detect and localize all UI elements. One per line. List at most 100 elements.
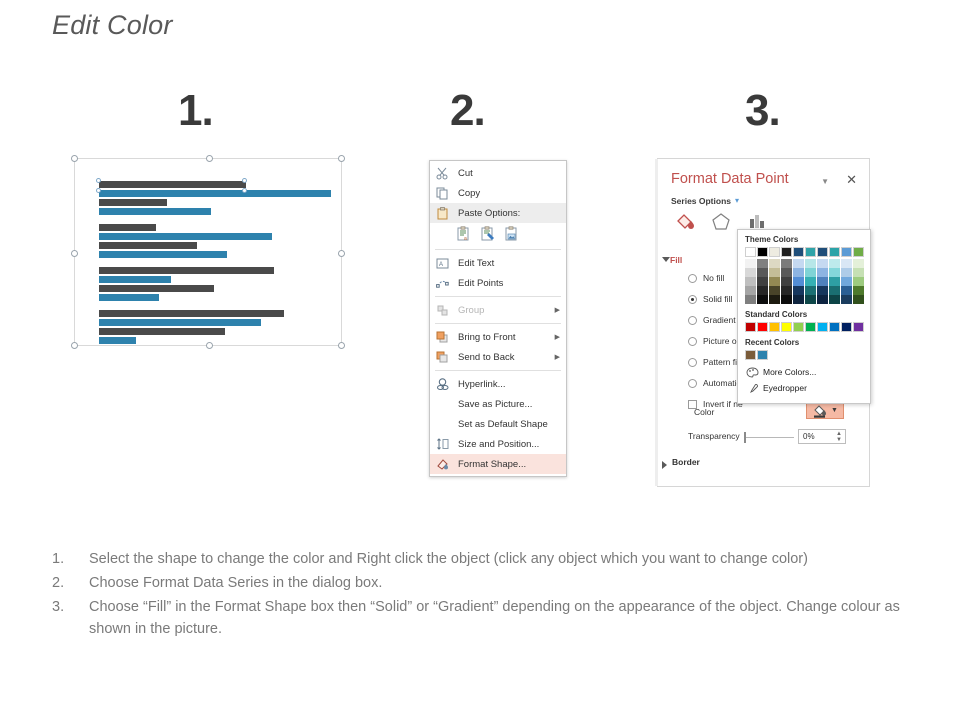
theme-color-swatch[interactable] bbox=[745, 268, 756, 277]
chart-bar[interactable] bbox=[99, 285, 214, 292]
theme-color-swatch[interactable] bbox=[805, 277, 816, 286]
bar-group[interactable] bbox=[99, 310, 335, 344]
theme-color-swatch[interactable] bbox=[745, 247, 756, 257]
standard-color-swatch[interactable] bbox=[829, 322, 840, 332]
fill-option-pattern-fill[interactable]: Pattern fill bbox=[688, 357, 741, 367]
fill-option-no-fill[interactable]: No fill bbox=[688, 273, 724, 283]
context-menu-item-paste-options[interactable]: Paste Options: bbox=[430, 203, 566, 223]
resize-handle-top-left[interactable] bbox=[71, 155, 78, 162]
theme-color-swatch[interactable] bbox=[781, 286, 792, 295]
context-menu-item-cut[interactable]: Cut bbox=[430, 163, 566, 183]
fill-color-button[interactable]: ▼ bbox=[806, 402, 844, 419]
theme-color-swatch[interactable] bbox=[829, 277, 840, 286]
theme-color-column[interactable] bbox=[817, 247, 828, 304]
theme-color-swatch[interactable] bbox=[829, 247, 840, 257]
theme-color-swatch[interactable] bbox=[841, 247, 852, 257]
theme-color-swatch[interactable] bbox=[769, 247, 780, 257]
standard-color-swatch[interactable] bbox=[853, 322, 864, 332]
resize-handle-bottom-left[interactable] bbox=[71, 342, 78, 349]
theme-color-swatch[interactable] bbox=[781, 268, 792, 277]
theme-color-swatch[interactable] bbox=[853, 286, 864, 295]
chart-bar[interactable] bbox=[99, 208, 211, 215]
standard-colors-row[interactable] bbox=[738, 322, 870, 332]
theme-color-swatch[interactable] bbox=[853, 259, 864, 268]
theme-color-swatch[interactable] bbox=[757, 259, 768, 268]
theme-color-swatch[interactable] bbox=[853, 277, 864, 286]
theme-color-swatch[interactable] bbox=[817, 268, 828, 277]
context-menu-item-save-as-picture[interactable]: Save as Picture... bbox=[430, 394, 566, 414]
context-menu-item-edit-text[interactable]: A Edit Text bbox=[430, 253, 566, 273]
fill-option-gradient-fi[interactable]: Gradient fi bbox=[688, 315, 742, 325]
data-point-handle[interactable] bbox=[242, 188, 247, 193]
theme-colors-grid[interactable] bbox=[738, 247, 870, 304]
theme-color-swatch[interactable] bbox=[853, 295, 864, 304]
bar-group[interactable] bbox=[99, 224, 335, 258]
data-point-handle[interactable] bbox=[96, 188, 101, 193]
context-menu-item-hyperlink[interactable]: Hyperlink... bbox=[430, 374, 566, 394]
chart-bar[interactable] bbox=[99, 224, 156, 231]
theme-color-swatch[interactable] bbox=[745, 286, 756, 295]
spinner-arrows-icon[interactable]: ▲ ▼ bbox=[836, 431, 842, 443]
standard-color-swatch[interactable] bbox=[841, 322, 852, 332]
chart-bar[interactable] bbox=[99, 190, 331, 197]
context-menu-item-send-to-back[interactable]: Send to Back ▶ bbox=[430, 347, 566, 367]
theme-color-swatch[interactable] bbox=[757, 247, 768, 257]
theme-color-swatch[interactable] bbox=[805, 247, 816, 257]
radio-button[interactable] bbox=[688, 357, 697, 367]
fill-option-automatic[interactable]: Automatic bbox=[688, 378, 741, 388]
context-menu-item-size-and-position[interactable]: Size and Position... bbox=[430, 434, 566, 454]
data-point-handle[interactable] bbox=[242, 178, 247, 183]
theme-color-column[interactable] bbox=[769, 247, 780, 304]
radio-button[interactable] bbox=[688, 378, 697, 388]
selected-chart-object[interactable] bbox=[71, 155, 345, 349]
resize-handle-bottom-center[interactable] bbox=[206, 342, 213, 349]
theme-color-swatch[interactable] bbox=[817, 277, 828, 286]
checkbox[interactable] bbox=[688, 399, 697, 409]
theme-color-swatch[interactable] bbox=[793, 295, 804, 304]
collapse-triangle-icon[interactable] bbox=[662, 257, 670, 262]
theme-color-swatch[interactable] bbox=[853, 247, 864, 257]
resize-handle-top-center[interactable] bbox=[206, 155, 213, 162]
chart-bar[interactable] bbox=[99, 294, 159, 301]
theme-color-swatch[interactable] bbox=[769, 286, 780, 295]
transparency-slider-track[interactable] bbox=[746, 437, 794, 438]
format-pane-tool-icons[interactable] bbox=[674, 211, 768, 231]
theme-color-swatch[interactable] bbox=[829, 286, 840, 295]
paste-keep-formatting-icon[interactable] bbox=[480, 226, 496, 242]
theme-color-column[interactable] bbox=[829, 247, 840, 304]
series-chart-icon[interactable] bbox=[746, 211, 768, 231]
theme-color-swatch[interactable] bbox=[841, 277, 852, 286]
radio-button[interactable] bbox=[688, 315, 697, 325]
data-point-handle[interactable] bbox=[96, 178, 101, 183]
theme-color-swatch[interactable] bbox=[793, 286, 804, 295]
theme-color-swatch[interactable] bbox=[757, 268, 768, 277]
theme-color-swatch[interactable] bbox=[745, 277, 756, 286]
theme-color-swatch[interactable] bbox=[793, 277, 804, 286]
effects-pentagon-icon[interactable] bbox=[710, 211, 732, 231]
chart-bar[interactable] bbox=[99, 199, 167, 206]
right-click-context-menu[interactable]: Cut Copy Paste Options: a A Edit Text Edit Poi… bbox=[429, 160, 567, 477]
chart-bar[interactable] bbox=[99, 276, 171, 283]
theme-color-column[interactable] bbox=[793, 247, 804, 304]
theme-color-column[interactable] bbox=[757, 247, 768, 304]
theme-color-swatch[interactable] bbox=[805, 295, 816, 304]
theme-color-swatch[interactable] bbox=[841, 295, 852, 304]
color-palette-flyout[interactable]: Theme Colors Standard Colors Recent Colo… bbox=[737, 229, 871, 404]
standard-color-swatch[interactable] bbox=[817, 322, 828, 332]
context-menu-item-format-shape[interactable]: Format Shape... bbox=[430, 454, 566, 474]
radio-button[interactable] bbox=[688, 336, 697, 346]
theme-color-swatch[interactable] bbox=[757, 286, 768, 295]
theme-color-column[interactable] bbox=[853, 247, 864, 304]
theme-color-swatch[interactable] bbox=[793, 259, 804, 268]
border-section-heading[interactable]: Border bbox=[672, 457, 700, 467]
standard-color-swatch[interactable] bbox=[805, 322, 816, 332]
chart-bar[interactable] bbox=[99, 181, 246, 188]
eyedropper-label[interactable]: Eyedropper bbox=[763, 383, 807, 393]
chart-bar[interactable] bbox=[99, 328, 225, 335]
more-colors-item[interactable]: More Colors... bbox=[738, 364, 870, 380]
chart-bar[interactable] bbox=[99, 233, 272, 240]
theme-color-swatch[interactable] bbox=[781, 259, 792, 268]
theme-color-swatch[interactable] bbox=[841, 286, 852, 295]
theme-color-swatch[interactable] bbox=[781, 247, 792, 257]
bar-chart-plot-area[interactable] bbox=[96, 178, 335, 344]
